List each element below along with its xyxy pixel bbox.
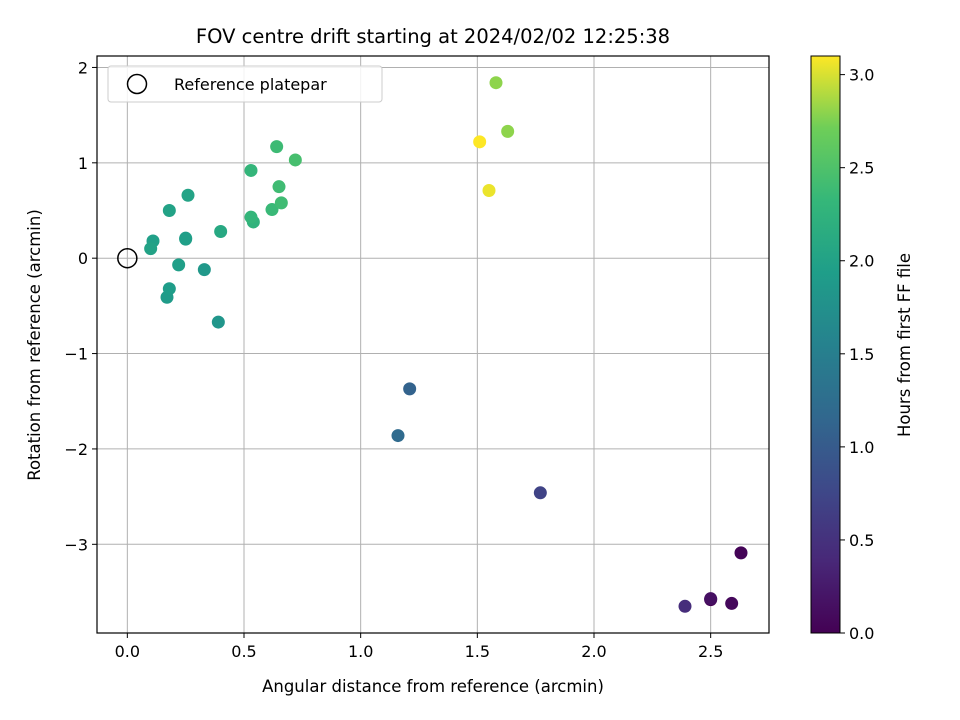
colorbar-tick-label: 1.0 [849, 438, 874, 457]
data-point [244, 210, 258, 224]
data-point [391, 429, 405, 443]
x-axis-ticks: 0.0 0.5 1.0 1.5 2.0 2.5 [115, 633, 723, 661]
data-point [197, 263, 211, 277]
x-axis-label: Angular distance from reference (arcmin) [262, 677, 604, 696]
data-point [482, 183, 496, 197]
data-point [162, 204, 176, 218]
data-point [181, 188, 195, 202]
data-point [501, 124, 515, 138]
data-point [704, 592, 718, 606]
colorbar-tick-label: 0.0 [849, 624, 874, 643]
colorbar-label: Hours from first FF file [895, 253, 914, 437]
data-points [117, 76, 748, 613]
data-point [211, 315, 225, 329]
data-point [734, 546, 748, 560]
y-tick-label: 2 [78, 58, 88, 77]
legend-entry-label: Reference platepar [174, 75, 327, 94]
data-point [244, 163, 258, 177]
data-point [473, 135, 487, 149]
y-tick-label: −1 [64, 345, 88, 364]
data-point [162, 282, 176, 296]
data-point [533, 486, 547, 500]
reference-platepar-marker [117, 247, 138, 269]
colorbar: 0.0 0.5 1.0 1.5 2.0 2.5 3.0 Hours from first F… [810, 55, 914, 643]
data-point [489, 76, 503, 90]
colorbar-tick-label: 2.0 [849, 252, 874, 271]
data-point [725, 596, 739, 610]
data-point [288, 153, 302, 167]
data-point [274, 196, 288, 210]
data-point [214, 224, 228, 238]
chart-title: FOV centre drift starting at 2024/02/02 … [196, 25, 670, 48]
x-tick-label: 2.5 [698, 642, 723, 661]
y-tick-label: 1 [78, 154, 88, 173]
legend: Reference platepar [107, 65, 383, 103]
plot-frame [96, 55, 770, 634]
y-axis-ticks: −3 −2 −1 0 1 2 [64, 58, 97, 554]
y-axis-label: Rotation from reference (arcmin) [25, 209, 44, 481]
legend-box [107, 65, 383, 103]
data-point [272, 180, 286, 194]
colorbar-gradient [810, 55, 841, 634]
data-point [678, 599, 692, 613]
x-tick-label: 1.5 [465, 642, 490, 661]
data-point [270, 140, 284, 154]
data-point [172, 258, 186, 272]
data-point [265, 203, 279, 217]
colorbar-tick-label: 0.5 [849, 531, 874, 550]
colorbar-tick-label: 3.0 [849, 66, 874, 85]
y-tick-label: −2 [64, 440, 88, 459]
data-point [144, 242, 158, 256]
data-point [179, 232, 193, 246]
y-tick-label: 0 [78, 249, 88, 268]
data-point [403, 382, 417, 396]
colorbar-ticks: 0.0 0.5 1.0 1.5 2.0 2.5 3.0 [840, 66, 874, 643]
y-tick-label: −3 [64, 535, 88, 554]
colorbar-tick-label: 2.5 [849, 159, 874, 178]
x-tick-label: 0.0 [115, 642, 140, 661]
grid-lines [97, 56, 769, 633]
legend-marker-open-circle [126, 73, 148, 95]
colorbar-tick-label: 1.5 [849, 345, 874, 364]
x-tick-label: 0.5 [231, 642, 256, 661]
x-tick-label: 2.0 [581, 642, 606, 661]
x-tick-label: 1.0 [348, 642, 373, 661]
